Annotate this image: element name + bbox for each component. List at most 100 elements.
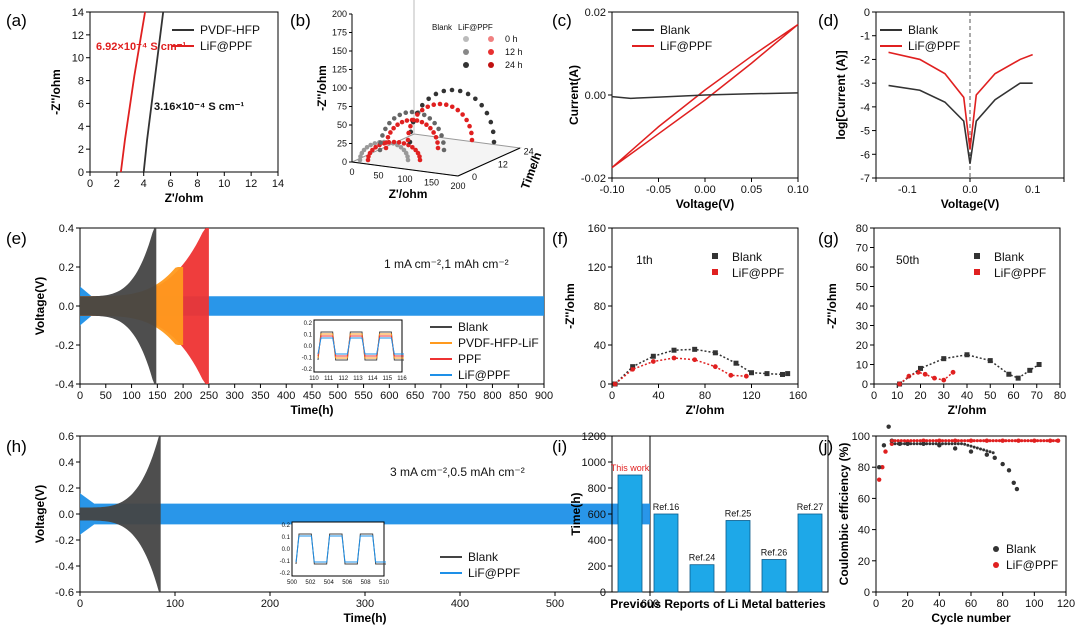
data-point-lif-ppf [1048, 439, 1052, 443]
data-point-lif-ppf [931, 439, 935, 443]
impedance-point [372, 141, 378, 146]
x-tick-label: 500 [546, 598, 564, 610]
impedance-point [388, 130, 393, 135]
x-tick-label: 40 [652, 390, 664, 402]
y-tick-label: 80 [594, 301, 606, 313]
inset-y-tick-label: -0.1 [302, 356, 313, 362]
data-point-blank [1014, 486, 1020, 492]
x-tick-label: 50 [100, 390, 112, 402]
x-tick-label: 0.1 [1025, 184, 1040, 196]
data-point-blank [886, 424, 891, 429]
data-point-lif-ppf [728, 372, 734, 378]
data-point-blank [909, 442, 913, 446]
data-trace-lif-ppf [899, 371, 954, 385]
x-tick-label: 120 [1057, 598, 1075, 610]
data-point-lif-ppf [909, 439, 913, 443]
y-tick-label: 0.4 [59, 223, 74, 235]
y-tick-label: -0.6 [55, 587, 74, 599]
legend-row-label: 24 h [505, 60, 523, 70]
inset-x-tick-label: 510 [379, 580, 390, 586]
data-point-lif-ppf [1051, 439, 1055, 443]
y-tick-label: 0.6 [59, 431, 74, 443]
legend-label: LiF@PPF [994, 266, 1046, 280]
legend-label: LiF@PPF [1006, 558, 1058, 572]
data-point-lif-ppf [994, 439, 998, 443]
legend-marker [974, 269, 980, 275]
impedance-point [441, 140, 446, 145]
y-tick-label: -6 [860, 149, 870, 161]
x-tick-label: -0.05 [646, 184, 671, 196]
bar-ref-24 [689, 564, 715, 593]
inset-x-tick-label: 508 [361, 580, 372, 586]
x-tick-label: -0.1 [898, 184, 917, 196]
legend-label: LiF@PPF [200, 39, 252, 53]
x-axis-label: Z'/ohm [165, 191, 204, 205]
impedance-point [385, 134, 391, 140]
x-axis-label: Voltage(V) [676, 197, 734, 211]
y-tick-label: -1 [860, 31, 870, 43]
y-tick-label: 175 [332, 28, 347, 38]
impedance-point [457, 88, 463, 94]
impedance-point [370, 147, 375, 153]
y-tick-label: 20 [858, 556, 870, 568]
data-point-lif-ppf [953, 439, 957, 443]
data-point-lif-ppf [940, 439, 945, 443]
legend-label: Blank [994, 250, 1025, 264]
data-point-blank [941, 442, 944, 446]
y-tick-label: 12 [72, 30, 84, 42]
panel-c: -0.10 -0.05 0.00 0.05 0.10 -0.02 0.00 0.02 Volta… [552, 7, 809, 211]
impedance-point [435, 140, 440, 145]
legend-label: Blank [732, 250, 763, 264]
x-tick-label: 700 [432, 390, 450, 402]
data-point-lif-ppf [1016, 439, 1021, 443]
legend-marker-blank [463, 36, 469, 42]
impedance-point [465, 91, 471, 97]
y-axis-label: Voltage(V) [33, 485, 47, 543]
data-point-blank [925, 442, 929, 446]
data-point-blank [893, 442, 897, 446]
bar-category-label: Ref.26 [761, 548, 788, 558]
x-tick-label: 300 [225, 390, 243, 402]
plot-frame [89, 11, 279, 173]
data-point-blank [944, 442, 948, 446]
legend-marker [974, 253, 980, 259]
impedance-point [484, 110, 490, 116]
y-tick-label: -3 [860, 78, 870, 90]
data-point-lif-ppf [959, 439, 964, 443]
data-point-blank [991, 451, 995, 455]
x-axis-label: Time(h) [343, 611, 386, 625]
impedance-point [415, 112, 420, 117]
y-tick-label: 8 [78, 76, 84, 88]
data-point-blank [972, 445, 976, 449]
data-point-blank [733, 360, 739, 366]
inset-x-tick-label: 506 [342, 580, 353, 586]
x-tick-label: 200 [174, 390, 192, 402]
x-axis-label: Voltage(V) [941, 197, 999, 211]
data-point-lif-ppf [950, 439, 954, 443]
y-tick-label: 0 [864, 587, 870, 599]
data-point-lif-ppf [915, 439, 919, 443]
impedance-point [443, 102, 449, 107]
inset-x-tick-label: 504 [324, 580, 335, 586]
data-point-lif-ppf [966, 439, 970, 443]
y-axis-label: -Z''/ohm [315, 65, 329, 111]
bar-ref-25 [725, 520, 751, 593]
impedance-point [398, 144, 404, 150]
inset-x-tick-label: 502 [305, 580, 316, 586]
legend-marker [993, 546, 999, 552]
inset-x-tick-label: 116 [397, 376, 407, 382]
data-point-lif-ppf [937, 439, 941, 443]
bar-ref-26 [761, 559, 787, 593]
impedance-point [417, 157, 423, 163]
x-tick-label: 0 [77, 598, 83, 610]
data-point-blank [969, 444, 973, 448]
y-tick-label: 160 [588, 223, 606, 235]
y-tick-label: 0 [342, 157, 347, 167]
data-point-blank [881, 443, 887, 448]
impedance-point [361, 147, 367, 153]
data-point-lif-ppf [985, 439, 989, 443]
x-tick-label: 850 [509, 390, 527, 402]
voltage-band-blank [80, 436, 161, 592]
impedance-point [411, 117, 416, 123]
y-tick-label: 200 [332, 9, 347, 19]
